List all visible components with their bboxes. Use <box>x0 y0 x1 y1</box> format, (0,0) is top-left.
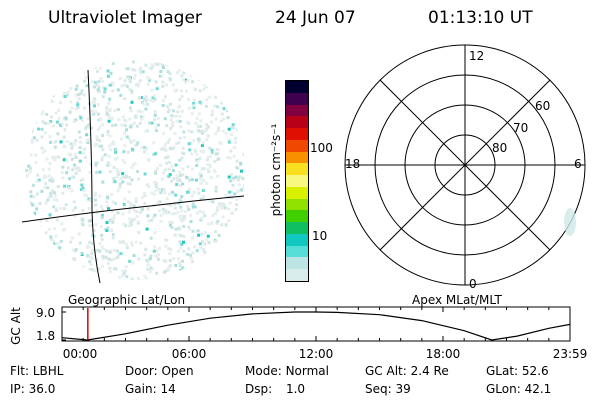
y-axis-label: GC Alt <box>9 307 23 345</box>
mode-value: Normal <box>285 364 329 378</box>
y-tick-label-min: 1.8 <box>36 329 55 343</box>
gc-alt-value: 2.4 Re <box>410 364 449 378</box>
colorbar-segment <box>286 186 308 199</box>
uv-emission-map <box>25 60 245 280</box>
gain-label: Gain: <box>125 382 157 396</box>
x-tick-label-1200: 12:00 <box>299 347 334 361</box>
colorbar <box>285 80 309 282</box>
colorbar-segment <box>286 198 308 211</box>
filter-label: Flt: <box>10 364 29 378</box>
lat-lon-grid-lines <box>21 69 245 284</box>
mode-field: Mode: Normal <box>245 364 329 378</box>
glat-field: GLat: 52.6 <box>486 364 549 378</box>
colorbar-segment <box>286 210 308 223</box>
ip-value: 36.0 <box>28 382 56 396</box>
x-tick-label-0600: 06:00 <box>172 347 207 361</box>
y-tick-label-max: 9.0 <box>36 306 55 320</box>
mlt-label-0: 0 <box>469 277 477 291</box>
colorbar-segment <box>286 92 308 105</box>
timeline-y-ticks <box>62 311 66 341</box>
x-tick-label-2359: 23:59 <box>553 347 588 361</box>
apex-polar-plot: 12 18 6 0 60 70 80 <box>344 44 586 291</box>
colorbar-segment <box>286 128 308 140</box>
x-tick-label-0000: 00:00 <box>63 347 98 361</box>
ip-label: IP: <box>10 382 25 396</box>
mlat-label-70: 70 <box>513 121 528 135</box>
door-value: Open <box>161 364 194 378</box>
gc-alt-label: GC Alt: <box>365 364 407 378</box>
seq-label: Seq: <box>365 382 392 396</box>
colorbar-segment <box>286 222 308 234</box>
gc-alt-field: GC Alt: 2.4 Re <box>365 364 449 378</box>
observation-time: 01:13:10 UT <box>428 8 533 28</box>
mlt-label-12: 12 <box>469 49 484 63</box>
glon-value: 42.1 <box>524 382 552 396</box>
geographic-image-panel <box>21 60 245 284</box>
colorbar-segment <box>286 245 308 258</box>
mode-label: Mode: <box>245 364 282 378</box>
x-tick-label-1800: 18:00 <box>426 347 461 361</box>
polar-emission-patch <box>564 208 576 236</box>
filter-field: Flt: LBHL <box>10 364 63 378</box>
left-projection-label: Geographic Lat/Lon <box>68 293 186 307</box>
dsp-field: Dsp: 1.0 <box>245 382 305 396</box>
glon-field: GLon: 42.1 <box>486 382 551 396</box>
gain-field: Gain: 14 <box>125 382 176 396</box>
glat-label: GLat: <box>486 364 519 378</box>
right-projection-label: Apex MLat/MLT <box>412 293 502 307</box>
ip-field: IP: 36.0 <box>10 382 55 396</box>
door-label: Door: <box>125 364 158 378</box>
colorbar-segment <box>286 257 308 270</box>
seq-field: Seq: 39 <box>365 382 411 396</box>
diagonal-gridline <box>379 79 551 251</box>
door-field: Door: Open <box>125 364 194 378</box>
colorbar-segment <box>286 139 308 152</box>
app-title: Ultraviolet Imager <box>48 8 202 28</box>
colorbar-segment <box>286 80 308 93</box>
colorbar-unit-label: photon cm⁻²s⁻¹ <box>269 123 283 217</box>
dsp-value: 1.0 <box>285 382 306 396</box>
colorbar-segment <box>286 233 308 246</box>
mlat-label-60: 60 <box>535 99 550 113</box>
filter-value: LBHL <box>32 364 64 378</box>
dsp-label: Dsp: <box>245 382 273 396</box>
altitude-curve <box>61 311 571 341</box>
glat-value: 52.6 <box>521 364 549 378</box>
mlt-label-6: 6 <box>574 157 582 171</box>
observation-date: 24 Jun 07 <box>275 8 356 28</box>
colorbar-segment <box>286 163 308 176</box>
colorbar-segment <box>286 116 308 129</box>
glon-label: GLon: <box>486 382 521 396</box>
colorbar-segment <box>286 104 308 117</box>
colorbar-segment <box>286 151 308 164</box>
colorbar-segment <box>286 269 308 281</box>
colorbar-tick-10: 10 <box>312 229 328 243</box>
altitude-timeline-chart: GC Alt 9.0 1.8 00:00 06:00 12:00 18:00 2… <box>9 306 588 361</box>
mlt-label-18: 18 <box>345 157 360 171</box>
mlat-label-80: 80 <box>492 141 507 155</box>
colorbar-tick-100: 100 <box>310 141 333 155</box>
gain-value: 14 <box>160 382 176 396</box>
colorbar-segment <box>286 175 308 187</box>
seq-value: 39 <box>395 382 411 396</box>
